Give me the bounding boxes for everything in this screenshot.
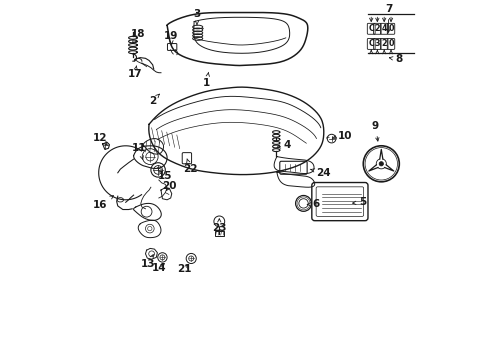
Text: 24: 24 <box>309 168 329 178</box>
Text: 7: 7 <box>384 4 391 32</box>
Text: 12: 12 <box>92 132 107 145</box>
Text: 2: 2 <box>374 24 379 33</box>
Text: 22: 22 <box>183 159 197 174</box>
Text: 6: 6 <box>306 199 320 209</box>
Text: 8: 8 <box>388 54 402 64</box>
Text: 0: 0 <box>387 40 393 49</box>
Text: 20: 20 <box>162 181 176 192</box>
Text: 15: 15 <box>158 168 172 181</box>
Text: 1: 1 <box>203 72 210 88</box>
Text: 3: 3 <box>374 40 379 49</box>
Text: 18: 18 <box>131 29 145 43</box>
Circle shape <box>378 162 383 166</box>
Text: 5: 5 <box>352 197 366 207</box>
Text: 10: 10 <box>332 131 352 141</box>
Text: 14: 14 <box>152 263 166 273</box>
Text: 13: 13 <box>141 255 155 269</box>
Text: 4: 4 <box>277 140 290 150</box>
Text: 23: 23 <box>212 219 226 233</box>
Text: 4: 4 <box>381 24 386 33</box>
Text: 9: 9 <box>371 121 378 141</box>
Text: 2: 2 <box>381 40 386 49</box>
Text: 21: 21 <box>177 264 191 274</box>
Text: 2: 2 <box>149 94 159 106</box>
Text: C: C <box>367 40 373 49</box>
Text: 16: 16 <box>92 195 113 210</box>
Text: 19: 19 <box>163 31 178 44</box>
Text: 11: 11 <box>132 143 146 159</box>
Text: C: C <box>367 24 373 33</box>
Text: 17: 17 <box>127 66 142 79</box>
Text: 3: 3 <box>193 9 200 25</box>
Text: 0: 0 <box>387 24 393 33</box>
